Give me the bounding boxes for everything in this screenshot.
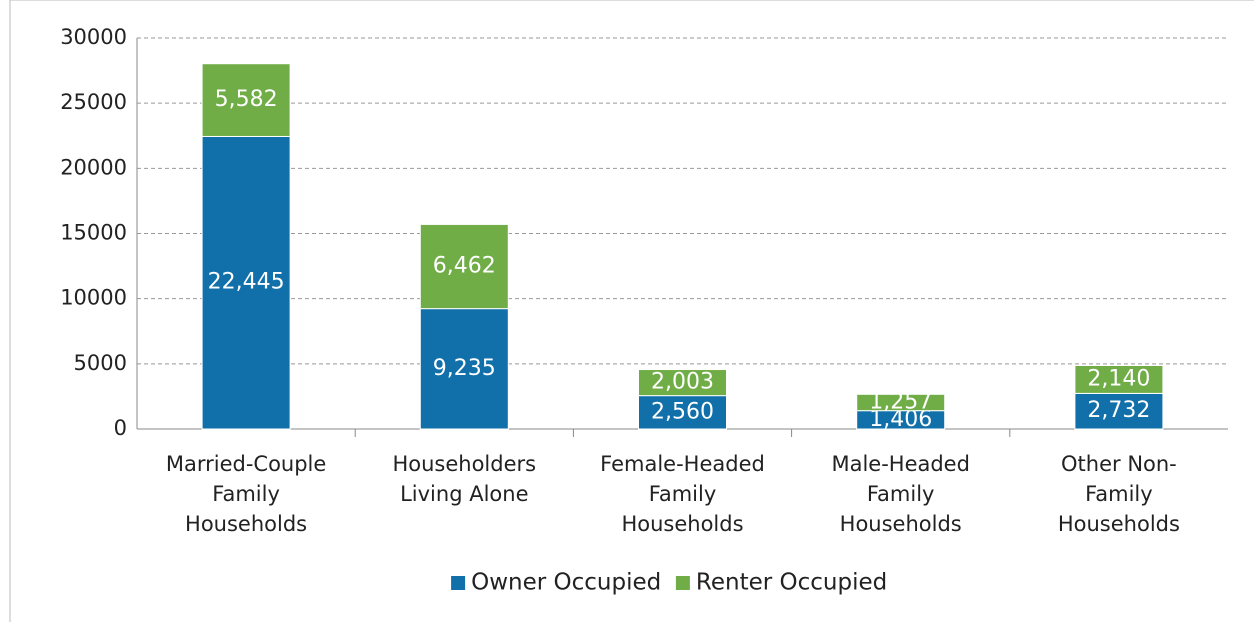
bar-segment [201, 63, 291, 137]
bar-segment [638, 395, 727, 430]
x-tick-label: Other Non-Family Households [1058, 452, 1180, 536]
bar-segment [856, 393, 946, 412]
legend-label: Owner Occupied [471, 570, 661, 596]
y-tick-label: 25000 [60, 90, 127, 114]
x-tick-label: Householders Living Alone [392, 452, 536, 506]
y-tick-label: 5000 [74, 351, 127, 375]
value-label: 2,003 [651, 370, 714, 395]
value-label: 2,732 [1087, 398, 1150, 423]
value-label: 2,140 [1087, 366, 1150, 391]
bar-segment [419, 308, 509, 430]
legend-label: Renter Occupied [696, 570, 887, 596]
x-tick-label: Married-Couple Family Households [166, 452, 326, 536]
value-label: 22,445 [208, 270, 285, 295]
value-label: 1,257 [869, 389, 932, 414]
y-tick-label: 20000 [60, 155, 127, 179]
value-label: 9,235 [433, 356, 496, 381]
bar-segment [201, 135, 291, 430]
x-tick-label: Female-Headed Family Households [600, 452, 765, 536]
bar-segment [419, 223, 509, 310]
bar-segment [1074, 365, 1164, 394]
chart-frame [9, 0, 1254, 622]
y-tick-label: 15000 [60, 221, 127, 245]
y-tick-label: 10000 [60, 286, 127, 310]
y-tick-label: 30000 [60, 25, 127, 49]
value-label: 2,560 [651, 399, 714, 424]
value-label: 6,462 [433, 254, 496, 279]
bar-segment [638, 369, 727, 397]
legend-swatch [675, 576, 690, 590]
legend-swatch [451, 576, 466, 590]
x-tick-label: Male-Headed Family Households [831, 452, 969, 536]
value-label: 5,582 [215, 87, 278, 112]
y-tick-label: 0 [114, 416, 127, 440]
